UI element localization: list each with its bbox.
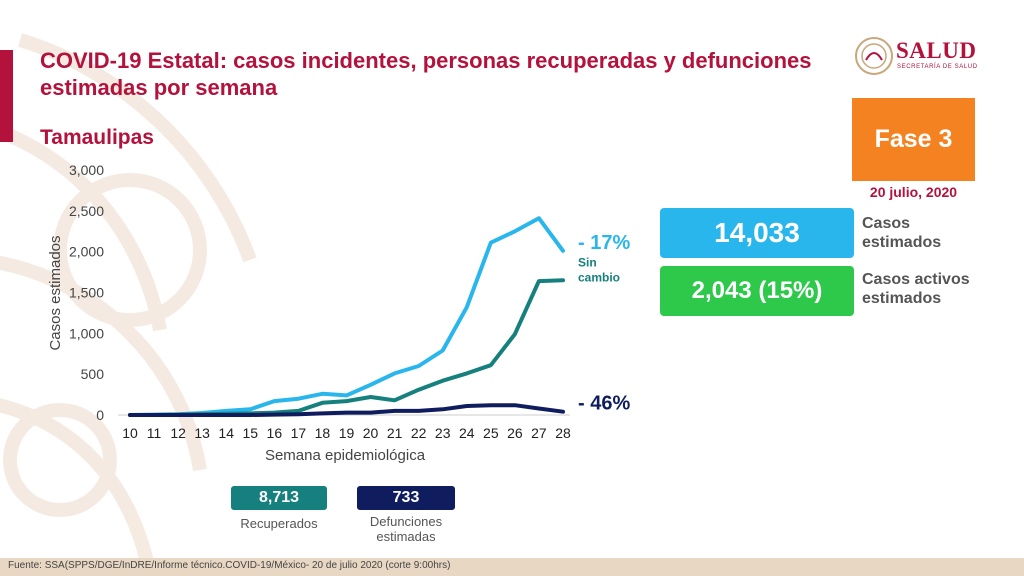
state-name: Tamaulipas xyxy=(40,126,154,149)
recovered-label: Recuperados xyxy=(240,516,318,531)
x-tick-label: 15 xyxy=(242,425,258,441)
estimated-cases-value: 14,033 xyxy=(660,208,854,258)
x-tick-label: 21 xyxy=(387,425,403,441)
x-tick-label: 24 xyxy=(459,425,475,441)
background-pattern xyxy=(0,33,257,576)
x-tick-label: 28 xyxy=(555,425,571,441)
y-tick-label: 3,000 xyxy=(69,162,104,178)
x-tick-label: 10 xyxy=(122,425,138,441)
active-cases-value: 2,043 (15%) xyxy=(660,266,854,316)
active-cases-label: Casos activos estimados xyxy=(862,271,970,307)
report-date: 20 julio, 2020 xyxy=(869,184,958,200)
deaths-label: Defunciones estimadas xyxy=(369,514,443,544)
series-line-cases xyxy=(128,216,565,417)
accent-bar xyxy=(0,50,13,142)
x-tick-label: 12 xyxy=(170,425,186,441)
y-tick-label: 2,000 xyxy=(69,244,104,260)
y-axis-label: Casos estimados xyxy=(47,235,64,350)
y-tick-label: 1,000 xyxy=(69,325,104,341)
x-tick-label: 13 xyxy=(194,425,210,441)
logo-name: SALUD xyxy=(896,38,977,63)
end-label-deaths: - 46% xyxy=(578,393,630,415)
x-tick-label: 18 xyxy=(315,425,331,441)
salud-seal-icon xyxy=(855,37,893,75)
x-tick-label: 26 xyxy=(507,425,523,441)
page-title: COVID-19 Estatal: casos incidentes, pers… xyxy=(40,48,812,100)
x-tick-label: 20 xyxy=(363,425,379,441)
deaths-total: 733 xyxy=(357,486,455,510)
y-tick-label: 0 xyxy=(96,407,104,423)
y-tick-label: 2,500 xyxy=(69,203,104,219)
end-label-recovered: Sin cambio xyxy=(578,255,620,284)
footer-bar xyxy=(0,558,1024,576)
x-tick-label: 19 xyxy=(339,425,355,441)
source-note: Fuente: SSA(SPPS/DGE/InDRE/Informe técni… xyxy=(8,560,451,571)
x-tick-label: 25 xyxy=(483,425,499,441)
end-label-cases: - 17% xyxy=(578,232,630,254)
x-tick-label: 17 xyxy=(291,425,307,441)
phase-badge: Fase 3 xyxy=(852,98,975,181)
x-tick-label: 11 xyxy=(147,425,162,441)
logo-subtitle: SECRETARÍA DE SALUD xyxy=(897,64,978,70)
series-line-deaths xyxy=(128,403,565,417)
y-tick-label: 500 xyxy=(81,366,105,382)
y-tick-label: 1,500 xyxy=(69,285,104,301)
x-axis-label: Semana epidemiológica xyxy=(265,447,426,464)
estimated-cases-label: Casos estimados xyxy=(862,215,942,251)
x-tick-label: 23 xyxy=(435,425,451,441)
x-tick-label: 14 xyxy=(218,425,234,441)
x-tick-label: 16 xyxy=(267,425,283,441)
x-tick-label: 22 xyxy=(411,425,427,441)
recovered-total: 8,713 xyxy=(231,486,327,510)
x-tick-label: 27 xyxy=(531,425,547,441)
